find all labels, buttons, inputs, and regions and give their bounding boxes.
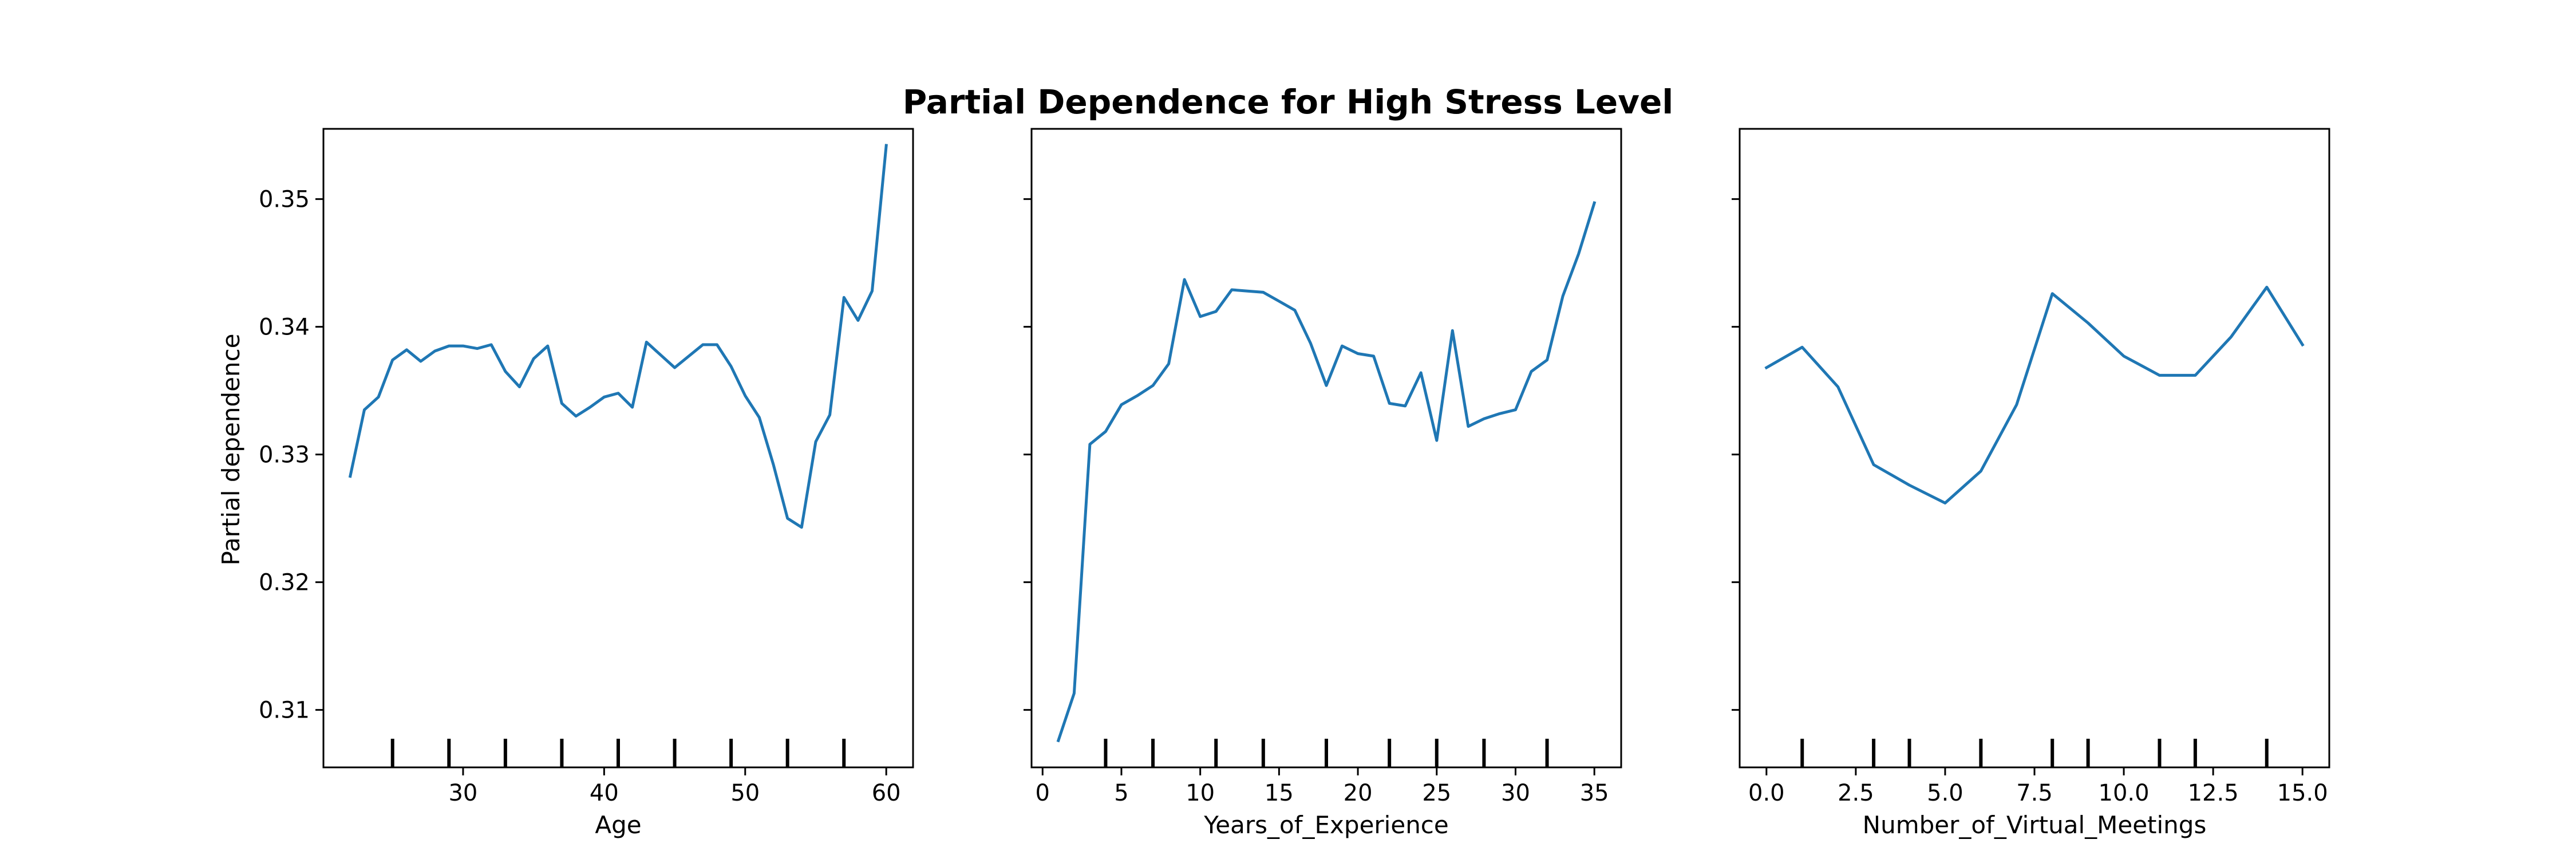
x-tick-label: 2.5 [1838, 780, 1874, 806]
axes-frame [1030, 128, 1622, 769]
chart-title: Partial Dependence for High Stress Level [903, 82, 1674, 121]
y-tick-label: 0.31 [259, 698, 310, 724]
x-tick-label: 0 [1036, 780, 1050, 806]
y-axis-label: Partial dependence [217, 333, 245, 565]
panel-2: 0 5 10 15 20 25 30 35 Years_of_Experience [1024, 128, 1622, 839]
x-axis-label: Years_of_Experience [1203, 811, 1449, 839]
y-tick-label: 0.33 [259, 442, 310, 468]
x-tick-label: 20 [1344, 780, 1373, 806]
x-axis-label: Age [595, 811, 641, 839]
y-tick-label: 0.34 [259, 314, 310, 341]
x-tick-label: 15.0 [2277, 780, 2328, 806]
partial-dependence-line [1056, 201, 1597, 743]
x-tick-label: 10 [1186, 780, 1215, 806]
x-tick-label: 7.5 [2016, 780, 2053, 806]
x-tick-label: 30 [1501, 780, 1530, 806]
x-tick-label: 15 [1265, 780, 1294, 806]
x-tick-label: 0.0 [1748, 780, 1785, 806]
axes-frame [322, 128, 914, 769]
partial-dependence-line [1764, 286, 2305, 505]
x-axis-label: Number_of_Virtual_Meetings [1863, 811, 2207, 839]
x-tick-label: 10.0 [2099, 780, 2150, 806]
x-tick-label: 12.5 [2188, 780, 2239, 806]
x-tick-label: 5 [1114, 780, 1128, 806]
x-tick-label: 40 [590, 780, 619, 806]
axes-frame [1739, 128, 2330, 769]
y-tick-label: 0.35 [259, 187, 310, 213]
y-tick-label: 0.32 [259, 570, 310, 596]
panel-1: 0.31 0.32 0.33 0.34 0.35 30 40 50 60 Age [259, 128, 914, 839]
x-tick-label: 50 [730, 780, 760, 806]
partial-dependence-line [348, 144, 888, 529]
panel-3: 0.0 2.5 5.0 7.5 10.0 12.5 15.0 Number_of_Virtua… [1732, 128, 2330, 839]
x-tick-label: 60 [872, 780, 901, 806]
x-tick-label: 5.0 [1927, 780, 1963, 806]
x-tick-label: 35 [1580, 780, 1609, 806]
panels: 0.31 0.32 0.33 0.34 0.35 30 40 50 60 Age 0 5 10 15 20 2… [259, 128, 2330, 839]
x-tick-label: 30 [448, 780, 477, 806]
x-tick-label: 25 [1422, 780, 1451, 806]
